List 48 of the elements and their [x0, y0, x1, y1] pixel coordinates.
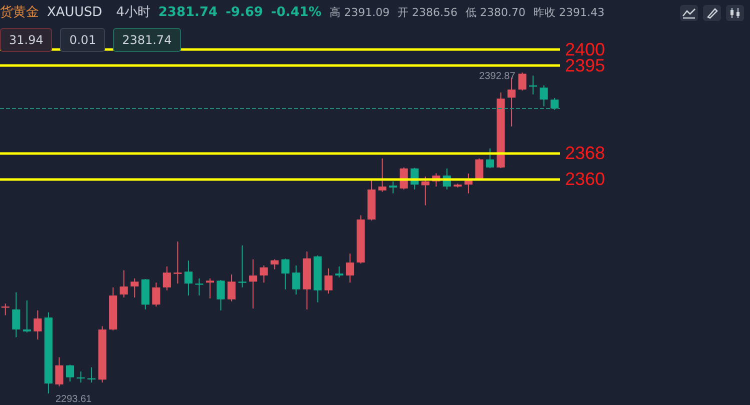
candlestick — [335, 266, 344, 278]
candlestick — [260, 264, 268, 284]
text: -9.69 — [226, 4, 264, 20]
text: -0.41% — [271, 4, 322, 20]
candlestick — [292, 264, 300, 296]
candlestick — [270, 258, 279, 270]
annotation: 2392.87 — [479, 71, 516, 82]
candlestick — [34, 310, 42, 340]
candlestick — [174, 241, 182, 284]
candlestick — [486, 148, 494, 169]
candlestick — [389, 180, 398, 194]
chart-title: 货黄金 — [0, 4, 39, 21]
candlestick — [22, 300, 31, 333]
candlestick — [152, 282, 160, 308]
candlestick — [378, 158, 386, 192]
candlestick — [55, 356, 64, 387]
text: 开 2386.56 — [398, 4, 458, 20]
text: 0.01 — [60, 28, 106, 52]
candlestick — [238, 244, 246, 288]
candlestick — [249, 258, 258, 309]
candlestick — [130, 278, 139, 298]
candlestick — [324, 268, 332, 294]
ref-line-label: 2368 — [565, 142, 606, 163]
candlestick — [281, 258, 290, 290]
candlestick — [518, 72, 526, 92]
text: 昨收 2391.43 — [534, 4, 605, 20]
chart-subtitle: XAUUSD — [47, 4, 102, 20]
candlestick — [421, 176, 430, 206]
text: 31.94 — [0, 28, 52, 52]
text: 高 2391.09 — [330, 4, 390, 20]
candlestick — [120, 270, 128, 298]
candlestick — [228, 274, 236, 302]
candlestick — [216, 279, 225, 311]
candlestick — [550, 97, 559, 110]
candlestick — [184, 260, 192, 296]
text: 2293.61 — [55, 394, 92, 405]
ref-line-label: 2360 — [565, 168, 606, 189]
candlestick — [66, 364, 74, 382]
candlestick — [206, 278, 214, 299]
text: 2381.74 — [113, 28, 181, 52]
candlestick — [540, 84, 548, 107]
text: 2381.74 — [158, 4, 218, 20]
candlestick — [346, 252, 354, 284]
candlestick — [12, 292, 20, 338]
text: 4小时 — [116, 4, 150, 21]
text: 低 2380.70 — [466, 4, 526, 20]
candlestick — [162, 266, 171, 291]
candlestick — [195, 278, 204, 296]
